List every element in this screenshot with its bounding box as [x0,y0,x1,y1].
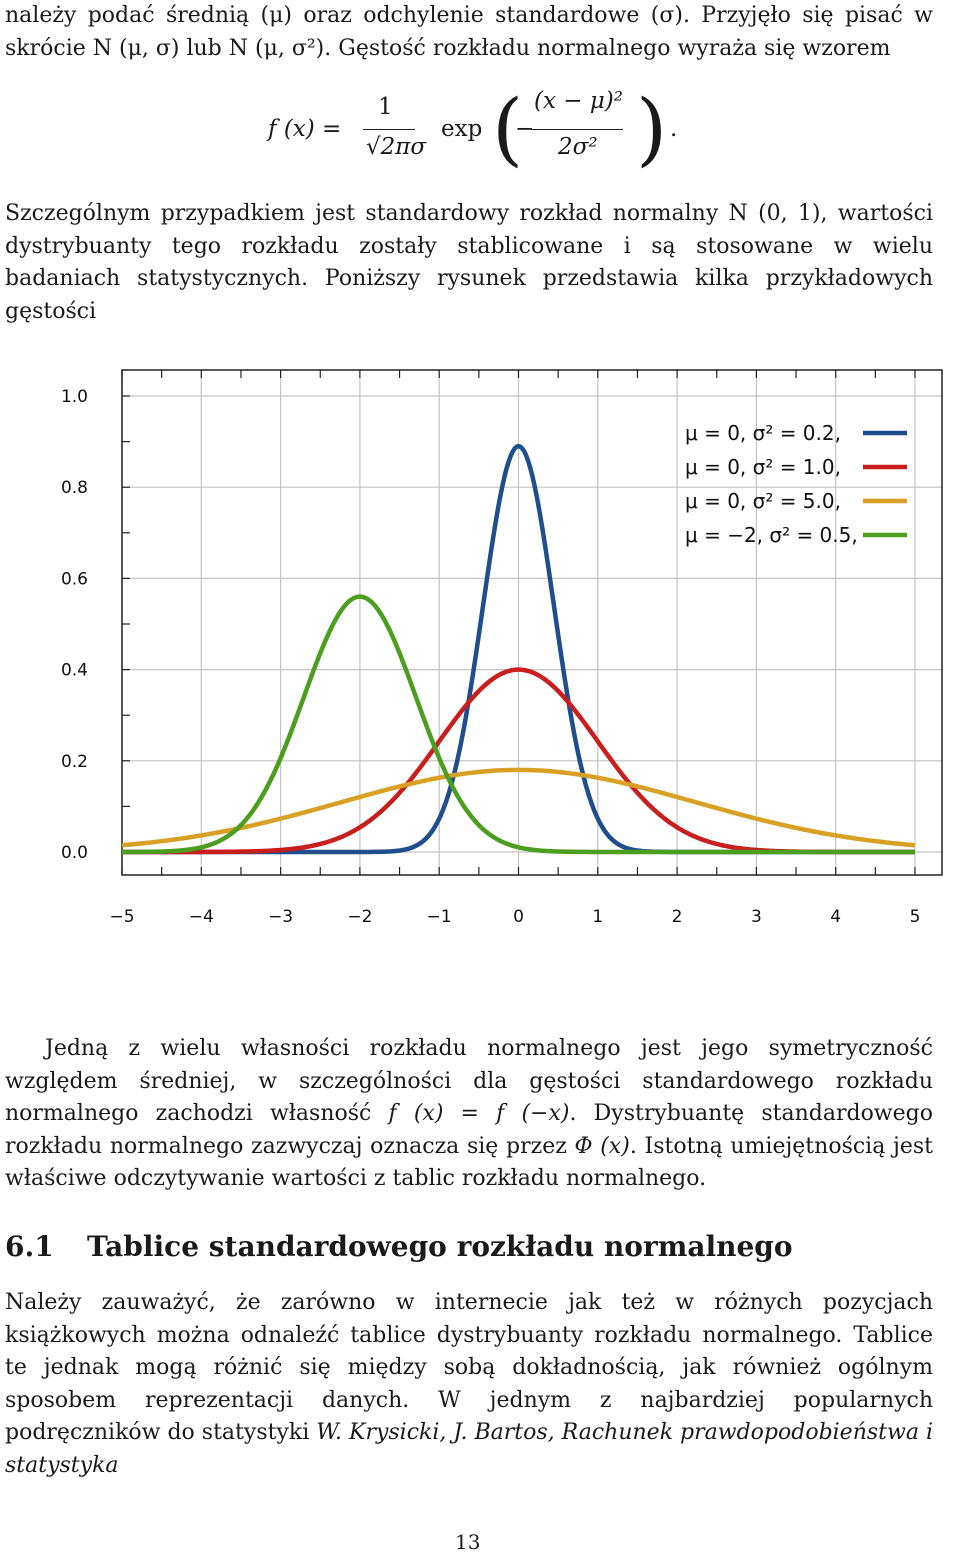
symmetry-text-b: . Dystrybuantę standardowego rozkładu no… [5,1101,933,1159]
x-tick-label: −1 [427,907,452,927]
fraction-bar-2 [531,129,623,130]
density-chart: −5 −4 −3 −2 −1 0 1 2 3 4 5 0.0 0.2 0.4 0.6 0.8 1.0 μ = 0… [61,369,943,927]
normal-density-formula: f (x) = 1 √2πσ exp ( − (x − μ)² 2σ² ) . [268,84,688,178]
intro-paragraph: należy podać średnią (μ) oraz odchylenie… [5,3,933,61]
y-tick-label: 0.6 [61,569,88,589]
formula-denominator-1: √2πσ [366,134,427,160]
y-tick-label: 0.0 [61,843,88,863]
tables-paragraph: Należy zauważyć, że zarówno w internecie… [5,1287,933,1482]
phi-symbol: Φ (x) [574,1133,630,1159]
section-title: Tablice standardowego rozkładu normalneg… [87,1230,793,1263]
symmetry-text-c: . Istotną umiejętnością jest właściwe od… [5,1133,933,1192]
x-tick-label: 3 [751,907,762,927]
x-tick-label: −5 [109,907,134,927]
formula-minus: − [515,116,535,142]
page-number: 13 [455,1530,481,1554]
standard-normal-paragraph: Szczególnym przypadkiem jest standardowy… [5,201,933,324]
symmetry-formula: f (x) = f (−x) [388,1101,570,1126]
plot-frame [121,369,943,876]
x-tick-label: 1 [592,907,603,927]
formula-numerator-1: 1 [378,94,393,120]
density-curve-3 [121,594,916,855]
formula-period: . [670,116,678,142]
formula-close-paren: ) [636,82,668,175]
formula-lhs: f (x) = [268,116,342,142]
section-heading: 6.1 Tablice standardowego rozkładu normal… [5,1230,793,1263]
chart-legend: μ = 0, σ² = 0.2, μ = 0, σ² = 1.0, μ = 0, σ… [685,421,907,547]
density-curve-2 [121,767,916,848]
formula-open-paren: ( [492,82,524,175]
y-tick-label: 0.8 [61,478,88,498]
section-number: 6.1 [5,1230,54,1263]
legend-label-3: μ = −2, σ² = 0.5, [685,523,858,547]
chart-grid [121,370,942,875]
chart-ticks: −5 −4 −3 −2 −1 0 1 2 3 4 5 0.0 0.2 0.4 0.6 0.8 1.0 [61,370,920,927]
y-tick-label: 1.0 [61,387,88,407]
book-reference: W. Krysicki, J. Bartos, Rachunek prawdop… [5,1420,933,1478]
tables-text: Należy zauważyć, że zarówno w internecie… [5,1290,933,1445]
legend-label-2: μ = 0, σ² = 5.0, [685,489,841,513]
legend-label-0: μ = 0, σ² = 0.2, [685,421,841,445]
x-tick-label: 2 [672,907,683,927]
y-tick-label: 0.4 [61,661,88,681]
symmetry-paragraph: Jedną z wielu własności rozkładu normaln… [5,1033,933,1196]
chart-curves [121,443,916,855]
x-tick-label: −3 [268,907,293,927]
legend-label-1: μ = 0, σ² = 1.0, [685,455,841,479]
formula-denominator-2: 2σ² [558,134,598,160]
x-tick-label: −2 [347,907,372,927]
formula-exp: exp [441,116,483,142]
x-tick-label: 5 [910,907,921,927]
formula-numerator-2: (x − μ)² [534,88,623,114]
fraction-bar-1 [363,129,415,130]
symmetry-text-a: Jedną z wielu własności rozkładu normaln… [5,1036,933,1126]
x-tick-label: −4 [189,907,214,927]
x-tick-label: 4 [830,907,841,927]
x-tick-label: 0 [513,907,524,927]
y-tick-label: 0.2 [61,752,88,772]
